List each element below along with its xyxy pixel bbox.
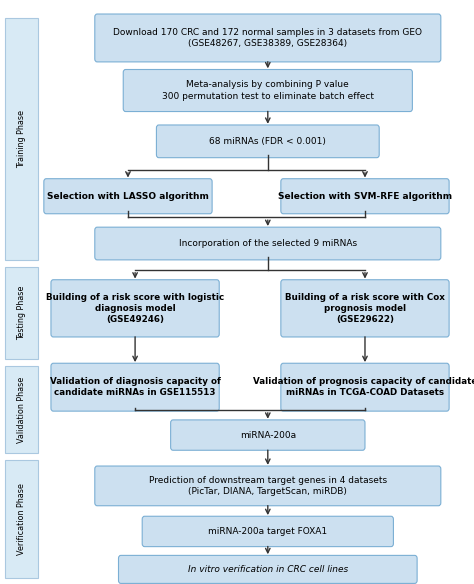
- FancyBboxPatch shape: [51, 280, 219, 337]
- Text: Incorporation of the selected 9 miRNAs: Incorporation of the selected 9 miRNAs: [179, 239, 357, 248]
- FancyBboxPatch shape: [95, 14, 441, 62]
- FancyBboxPatch shape: [123, 69, 412, 112]
- FancyBboxPatch shape: [5, 267, 38, 359]
- Text: Building of a risk score with Cox
prognosis model
(GSE29622): Building of a risk score with Cox progno…: [285, 293, 445, 324]
- FancyBboxPatch shape: [5, 460, 38, 578]
- FancyBboxPatch shape: [95, 227, 441, 260]
- FancyBboxPatch shape: [281, 179, 449, 214]
- Text: 68 miRNAs (FDR < 0.001): 68 miRNAs (FDR < 0.001): [210, 137, 326, 146]
- Text: miRNA-200a target FOXA1: miRNA-200a target FOXA1: [208, 527, 328, 536]
- Text: Training Phase: Training Phase: [17, 110, 26, 168]
- FancyBboxPatch shape: [156, 125, 379, 158]
- Text: Validation Phase: Validation Phase: [17, 376, 26, 443]
- FancyBboxPatch shape: [142, 516, 393, 547]
- Text: Prediction of downstream target genes in 4 datasets
(PicTar, DIANA, TargetScan, : Prediction of downstream target genes in…: [149, 476, 387, 496]
- Text: Validation of diagnosis capacity of
candidate miRNAs in GSE115513: Validation of diagnosis capacity of cand…: [50, 377, 220, 397]
- FancyBboxPatch shape: [51, 363, 219, 411]
- Text: Testing Phase: Testing Phase: [17, 286, 26, 340]
- Text: Meta-analysis by combining P value
300 permutation test to eliminate batch effec: Meta-analysis by combining P value 300 p…: [162, 81, 374, 100]
- Text: Selection with SVM-RFE algorithm: Selection with SVM-RFE algorithm: [278, 192, 452, 201]
- FancyBboxPatch shape: [118, 555, 417, 583]
- FancyBboxPatch shape: [171, 420, 365, 450]
- Text: In vitro verification in CRC cell lines: In vitro verification in CRC cell lines: [188, 565, 348, 574]
- Text: Selection with LASSO algorithm: Selection with LASSO algorithm: [47, 192, 209, 201]
- Text: Download 170 CRC and 172 normal samples in 3 datasets from GEO
(GSE48267, GSE383: Download 170 CRC and 172 normal samples …: [113, 28, 422, 48]
- FancyBboxPatch shape: [281, 280, 449, 337]
- Text: Validation of prognosis capacity of candidate
miRNAs in TCGA-COAD Datasets: Validation of prognosis capacity of cand…: [253, 377, 474, 397]
- FancyBboxPatch shape: [5, 366, 38, 453]
- Text: Building of a risk score with logistic
diagnosis model
(GSE49246): Building of a risk score with logistic d…: [46, 293, 224, 324]
- FancyBboxPatch shape: [5, 18, 38, 260]
- Text: Verification Phase: Verification Phase: [17, 483, 26, 555]
- Text: miRNA-200a: miRNA-200a: [240, 430, 296, 440]
- FancyBboxPatch shape: [95, 466, 441, 506]
- FancyBboxPatch shape: [44, 179, 212, 214]
- FancyBboxPatch shape: [281, 363, 449, 411]
